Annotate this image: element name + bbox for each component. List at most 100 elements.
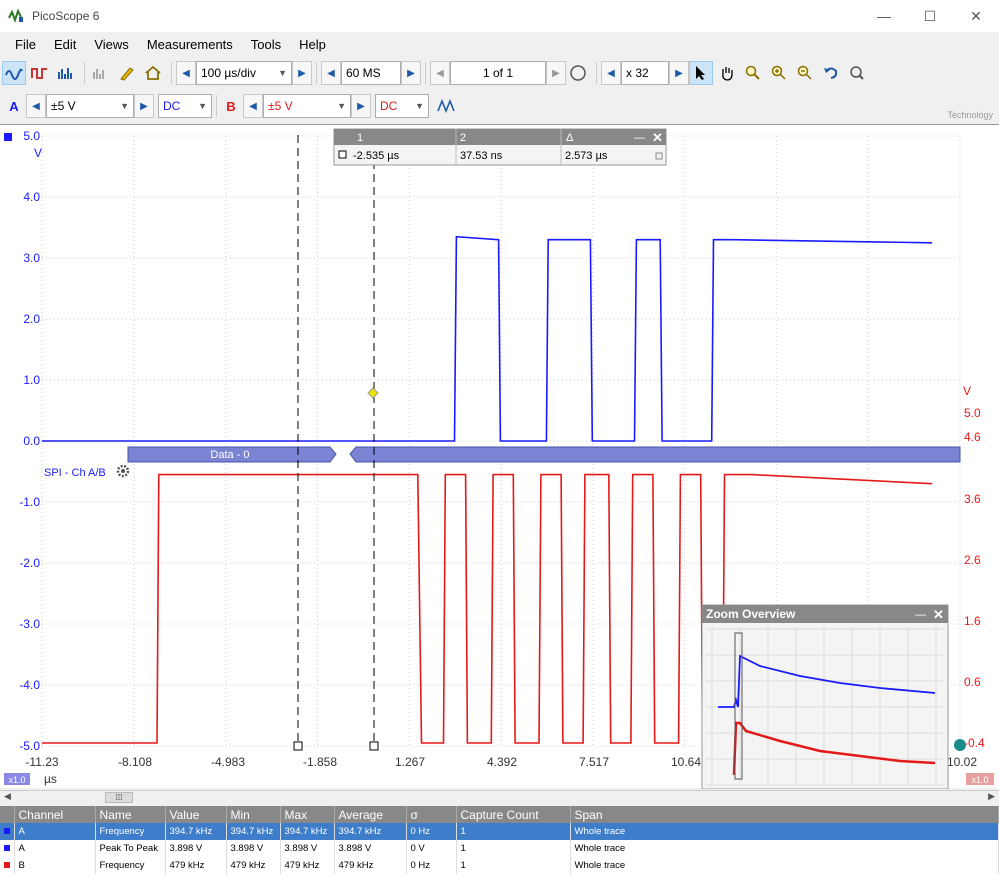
buffer-prev-button[interactable]: ◀ bbox=[430, 61, 450, 85]
timebase-select[interactable]: 100 µs/div ▼ bbox=[196, 61, 292, 85]
channel-b-coupling-select[interactable]: DC ▼ bbox=[375, 94, 429, 118]
samples-next-button[interactable]: ▶ bbox=[401, 61, 421, 85]
samples-field[interactable]: 60 MS bbox=[341, 61, 401, 85]
zoom-overview-panel[interactable]: Zoom Overview — ✕ bbox=[701, 604, 949, 789]
buffer-field[interactable]: 1 of 1 bbox=[450, 61, 546, 85]
zoom-region-icon[interactable] bbox=[741, 61, 765, 85]
ruler-legend-col-2: 2 bbox=[460, 132, 466, 144]
signal-generator-icon[interactable] bbox=[89, 61, 113, 85]
y-tick-label-right: 2.6 bbox=[964, 553, 981, 567]
samples-value: 60 MS bbox=[346, 66, 381, 80]
decoder-gear-icon[interactable] bbox=[116, 464, 130, 478]
menu-measurements[interactable]: Measurements bbox=[146, 37, 233, 52]
ruler-legend[interactable]: 1 2 Δ — ✕ -2.535 µs 37.53 ns 2.573 µs bbox=[333, 128, 667, 166]
channel-a-range-select[interactable]: ±5 V ▼ bbox=[46, 94, 134, 118]
menu-tools[interactable]: Tools bbox=[250, 37, 282, 52]
timebase-prev-button[interactable]: ◀ bbox=[176, 61, 196, 85]
measurement-row[interactable]: A Peak To Peak 3.898 V 3.898 V 3.898 V 3… bbox=[0, 840, 999, 857]
channel-b-range-prev-button[interactable]: ◀ bbox=[243, 94, 263, 118]
trigger-marker[interactable] bbox=[367, 387, 379, 399]
navigator-icon[interactable] bbox=[566, 61, 590, 85]
buffer-next-button[interactable]: ▶ bbox=[546, 61, 566, 85]
y-tick-label-right: 3.6 bbox=[964, 492, 981, 506]
measurement-max: 479 kHz bbox=[280, 857, 335, 874]
scroll-right-icon[interactable]: ▶ bbox=[988, 791, 995, 801]
menu-edit[interactable]: Edit bbox=[53, 37, 77, 52]
probe-icon[interactable] bbox=[115, 61, 139, 85]
zoom-overview-close-icon[interactable]: ✕ bbox=[933, 607, 944, 622]
ruler-2-handle[interactable] bbox=[369, 741, 379, 751]
maximize-button[interactable]: ☐ bbox=[923, 7, 937, 24]
minimize-button[interactable]: — bbox=[877, 8, 891, 24]
channel-a-coupling-select[interactable]: DC ▼ bbox=[158, 94, 212, 118]
toolbar-separator bbox=[84, 62, 85, 84]
x-scale-right-badge[interactable] bbox=[966, 773, 994, 785]
zoom-field[interactable]: x 32 bbox=[621, 61, 669, 85]
zoom-overview-window[interactable] bbox=[734, 632, 743, 780]
ruler-1-handle[interactable] bbox=[293, 741, 303, 751]
menu-views[interactable]: Views bbox=[94, 37, 129, 52]
header-swatch bbox=[0, 806, 15, 823]
header-min[interactable]: Min bbox=[226, 806, 281, 823]
header-name[interactable]: Name bbox=[95, 806, 166, 823]
measurement-value: 479 kHz bbox=[165, 857, 227, 874]
channel-b-label[interactable]: B bbox=[226, 98, 236, 114]
measurement-span: Whole trace bbox=[570, 840, 999, 857]
oscilloscope-plot[interactable]: 5.0 4.0 3.0 2.0 1.0 0.0 -1.0 -2.0 -3.0 -4.0 -5.0 5… bbox=[0, 125, 999, 789]
pointer-tool-icon[interactable] bbox=[689, 61, 713, 85]
zoom-fit-icon[interactable] bbox=[845, 61, 869, 85]
x-scale-left-badge[interactable] bbox=[4, 773, 30, 785]
header-span[interactable]: Span bbox=[570, 806, 999, 823]
header-sigma[interactable]: σ bbox=[406, 806, 457, 823]
channel-b-range-select[interactable]: ±5 V ▼ bbox=[263, 94, 351, 118]
channel-a-offset-marker[interactable] bbox=[4, 133, 12, 141]
zoom-prev-button[interactable]: ◀ bbox=[601, 61, 621, 85]
undo-zoom-icon[interactable] bbox=[819, 61, 843, 85]
spectrum-mode-icon[interactable] bbox=[54, 61, 78, 85]
channel-a-range-next-button[interactable]: ▶ bbox=[134, 94, 154, 118]
channel-options-icon[interactable] bbox=[435, 94, 459, 118]
channel-a-label[interactable]: A bbox=[9, 98, 19, 114]
samples-prev-button[interactable]: ◀ bbox=[321, 61, 341, 85]
horizontal-scrollbar[interactable]: ◀ ⁞⁞⁞ ▶ bbox=[0, 790, 999, 804]
measurement-row[interactable]: A Frequency 394.7 kHz 394.7 kHz 394.7 kH… bbox=[0, 823, 999, 840]
header-value[interactable]: Value bbox=[165, 806, 227, 823]
menu-file[interactable]: File bbox=[15, 37, 36, 52]
header-average[interactable]: Average bbox=[334, 806, 407, 823]
close-button[interactable]: ✕ bbox=[970, 7, 982, 24]
header-channel[interactable]: Channel bbox=[14, 806, 96, 823]
zoom-next-button[interactable]: ▶ bbox=[669, 61, 689, 85]
lock-icon[interactable] bbox=[655, 152, 663, 160]
ruler-delta-value: 2.573 µs bbox=[565, 150, 608, 162]
channel-a-trace bbox=[42, 235, 933, 442]
measurement-row[interactable]: B Frequency 479 kHz 479 kHz 479 kHz 479 … bbox=[0, 857, 999, 874]
zoom-in-icon[interactable] bbox=[767, 61, 791, 85]
zoom-overview-minimize-icon[interactable]: — bbox=[915, 609, 926, 621]
decoder-packet-1[interactable] bbox=[127, 446, 337, 463]
trigger-level-marker[interactable] bbox=[954, 739, 966, 751]
scroll-left-icon[interactable]: ◀ bbox=[4, 791, 11, 801]
scope-view[interactable]: 5.0 4.0 3.0 2.0 1.0 0.0 -1.0 -2.0 -3.0 -4.0 -5.0 5… bbox=[0, 124, 999, 789]
menu-help[interactable]: Help bbox=[299, 37, 326, 52]
scroll-thumb[interactable]: ⁞⁞⁞ bbox=[105, 792, 133, 803]
timebase-next-button[interactable]: ▶ bbox=[292, 61, 312, 85]
channel-a-range-prev-button[interactable]: ◀ bbox=[26, 94, 46, 118]
decoder-packet-2[interactable] bbox=[349, 446, 961, 463]
measurement-name: Frequency bbox=[95, 857, 166, 874]
header-capture-count[interactable]: Capture Count bbox=[456, 806, 571, 823]
chevron-down-icon: ▼ bbox=[337, 101, 346, 111]
ruler-legend-close-icon[interactable]: ✕ bbox=[652, 130, 663, 145]
channel-b-range-next-button[interactable]: ▶ bbox=[351, 94, 371, 118]
persistence-mode-icon[interactable] bbox=[28, 61, 52, 85]
measurement-span: Whole trace bbox=[570, 857, 999, 874]
spi-decoder-bar[interactable]: Data - 0 bbox=[127, 446, 961, 463]
buffer-value: 1 of 1 bbox=[482, 66, 514, 80]
x-tick-label: -4.983 bbox=[211, 755, 245, 769]
toolbar-separator bbox=[171, 62, 172, 84]
home-icon[interactable] bbox=[141, 61, 165, 85]
ruler-legend-minimize-icon[interactable]: — bbox=[634, 132, 645, 144]
hand-tool-icon[interactable] bbox=[715, 61, 739, 85]
zoom-out-icon[interactable] bbox=[793, 61, 817, 85]
header-max[interactable]: Max bbox=[280, 806, 335, 823]
scope-mode-icon[interactable] bbox=[2, 61, 26, 85]
